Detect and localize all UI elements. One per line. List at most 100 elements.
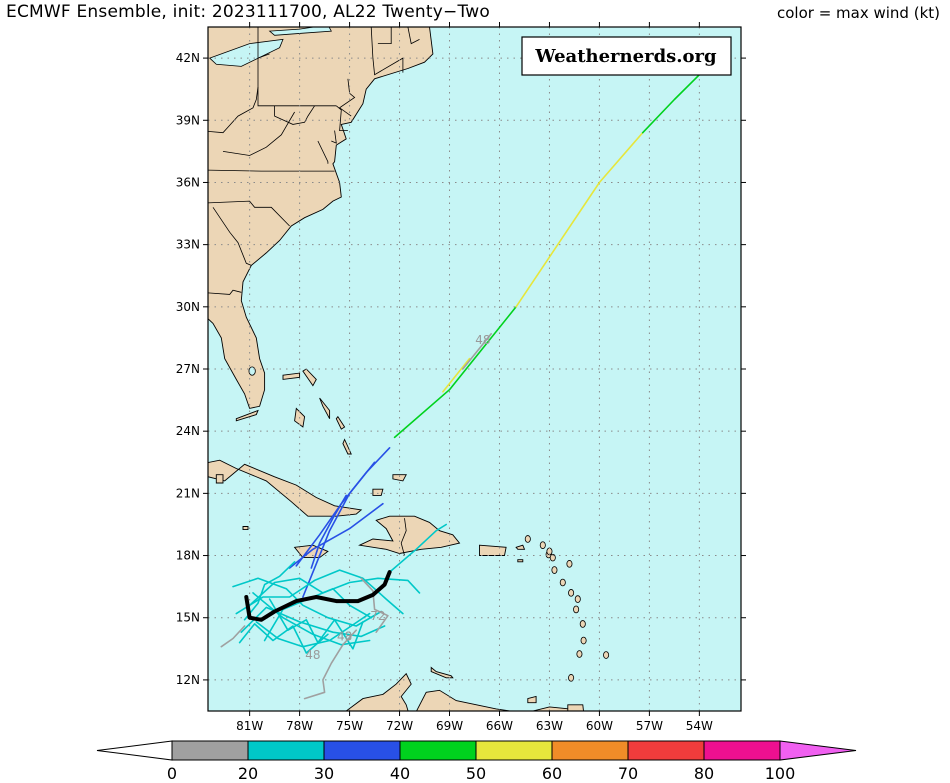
ensemble-member-track (288, 502, 384, 569)
lake-okeechobee (248, 366, 256, 376)
colorbar-bin (551, 740, 629, 761)
border-line (370, 27, 404, 76)
border-line (331, 130, 337, 144)
ensemble-mean-track (244, 570, 392, 622)
ensemble-member-track (442, 357, 471, 393)
border-line (377, 27, 392, 44)
border-line (274, 105, 315, 125)
lon-tick-label: 72W (386, 719, 413, 733)
colorbar-over-arrow (779, 740, 857, 761)
graticule (208, 27, 741, 711)
lon-tick-label: 60W (586, 719, 613, 733)
forecast-hour-label: 48 (305, 648, 320, 662)
ensemble-member-track (240, 606, 386, 638)
abaco-island (302, 368, 317, 387)
lat-tick-label: 36N (176, 175, 200, 189)
florida-keys (235, 409, 259, 422)
ensemble-member-track (302, 461, 376, 598)
lat-tick-label: 18N (176, 549, 200, 563)
lat-tick-label: 30N (176, 300, 200, 314)
border-line (208, 169, 335, 172)
border-line (208, 200, 290, 227)
axis-ticks: 42N 39N 36N 33N 30N 27N 24N 21N 18N 15N 12N 81W 78W 7… (176, 22, 746, 733)
ensemble-member-track (641, 73, 701, 134)
colorbar-bin (171, 740, 249, 761)
colorbar-bin (399, 740, 477, 761)
north-america-landmass (208, 27, 434, 409)
colorbar-label: 60 (542, 764, 562, 783)
lat-tick-label: 15N (176, 611, 200, 625)
lake-ontario (268, 27, 332, 36)
hispaniola-island (358, 515, 461, 554)
lat-tick-label: 27N (176, 362, 200, 376)
aruba-curacao (430, 666, 454, 679)
colorbar-label: 80 (694, 764, 714, 783)
lesser-antilles-island (568, 589, 575, 597)
lon-tick-label: 63W (536, 719, 563, 733)
border-line (208, 289, 242, 295)
ensemble-member-track (515, 131, 644, 308)
colorbar-label: 100 (765, 764, 796, 783)
color-legend-caption: color = max wind (kt) (777, 4, 940, 22)
forecast-hour-label: 72 (370, 609, 385, 623)
lat-tick-label: 24N (176, 424, 200, 438)
cayman-islands (242, 526, 249, 531)
lon-tick-label: 78W (286, 719, 313, 733)
colorbar-label: 30 (314, 764, 334, 783)
lesser-antilles-island (551, 566, 558, 574)
map-title: ECMWF Ensemble, init: 2023111700, AL22 T… (6, 2, 490, 22)
colorbar-bin (247, 740, 325, 761)
border-line (400, 518, 407, 556)
colorbar-bin (475, 740, 553, 761)
brand-label: Weathernerds.org (534, 46, 717, 67)
lat-tick-label: 39N (176, 113, 200, 127)
ensemble-member-track (310, 494, 347, 569)
lesser-antilles-island (524, 535, 531, 543)
lesser-antilles-island (559, 578, 566, 587)
ensemble-member-track (360, 577, 389, 633)
lesser-antilles-island (549, 553, 556, 562)
lat-tick-label: 33N (176, 238, 200, 252)
border-line (257, 58, 337, 107)
lon-tick-label: 57W (636, 719, 663, 733)
colorbar-bin (323, 740, 401, 761)
forecast-hour-label: 48 (475, 333, 490, 347)
land-layer (208, 27, 610, 711)
isla-de-la-juventud (215, 474, 224, 484)
colorbar-label: 40 (390, 764, 410, 783)
ensemble-member-track (220, 625, 246, 648)
forecast-hour-labels: 48 48 48 72 (305, 333, 490, 662)
border-line (208, 87, 259, 134)
south-america-landmass (345, 672, 573, 711)
lesser-antilles-island (566, 560, 573, 568)
colorbar-under-arrow (96, 740, 173, 761)
lesser-antilles-island (573, 605, 580, 614)
forecast-hour-label: 48 (337, 630, 352, 644)
ensemble-member-track (388, 523, 447, 573)
ensemble-member-track (393, 306, 517, 439)
cat-island (335, 415, 346, 430)
colorbar-label: 0 (167, 764, 177, 783)
colorbar-bin (627, 740, 705, 761)
border-lines (208, 27, 420, 556)
mean-track-line (244, 570, 392, 622)
lon-tick-label: 81W (236, 719, 263, 733)
lesser-antilles-island (580, 636, 587, 645)
st-croix (517, 559, 524, 563)
lesser-antilles-island (603, 651, 610, 659)
lake-erie (208, 38, 284, 67)
lesser-antilles-island (574, 595, 581, 603)
ensemble-member-track (248, 577, 421, 607)
lat-tick-label: 42N (176, 51, 200, 65)
lat-tick-label: 21N (176, 486, 200, 500)
lon-tick-label: 54W (686, 719, 713, 733)
grand-bahama (282, 372, 301, 380)
brand-box: Weathernerds.org (521, 36, 732, 76)
lon-tick-label: 66W (486, 719, 513, 733)
eleuthera-island (319, 397, 331, 419)
ensemble-member-track (235, 569, 404, 615)
ensemble-member-track (263, 587, 372, 642)
puerto-rico-island (479, 544, 507, 556)
lesser-antilles-island (576, 650, 583, 658)
